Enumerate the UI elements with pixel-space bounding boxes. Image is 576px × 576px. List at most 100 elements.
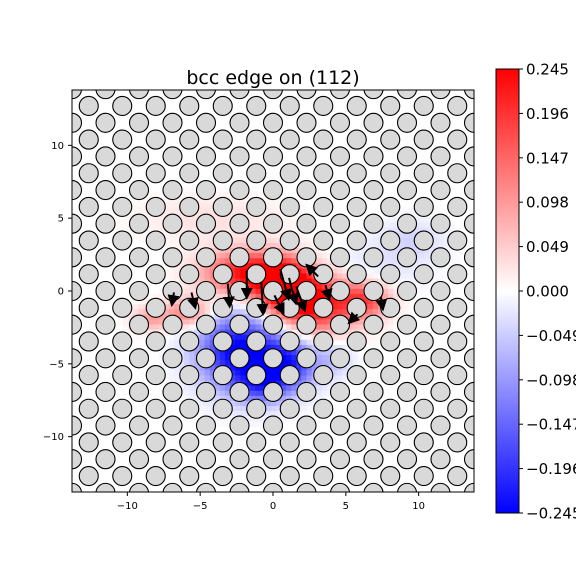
heatmap-cell: [224, 253, 231, 259]
colorbar-tick-label: −0.098: [526, 371, 576, 389]
heatmap-cell: [286, 248, 292, 254]
heatmap-cell: [296, 232, 302, 239]
heatmap-cell: [382, 227, 389, 234]
atom-marker: [463, 449, 474, 470]
atom-marker: [380, 365, 401, 386]
heatmap-cell: [133, 304, 139, 310]
heatmap-cell: [270, 370, 277, 377]
heatmap-cell: [179, 349, 185, 356]
heatmap-cell: [214, 191, 221, 198]
atom-marker: [128, 180, 150, 201]
atom-marker: [346, 264, 367, 285]
atom-marker: [363, 180, 384, 201]
heatmap-cell: [418, 227, 425, 234]
heatmap-cell: [265, 309, 272, 315]
heatmap-cell: [219, 253, 226, 259]
atom-marker: [162, 146, 183, 167]
heatmap-cell: [311, 299, 318, 305]
atom-marker: [195, 280, 217, 302]
heatmap-cell: [291, 395, 297, 402]
heatmap-cell: [439, 268, 445, 275]
heatmap-cell: [347, 248, 353, 254]
heatmap-cell: [153, 191, 160, 198]
heatmap-cell: [352, 258, 359, 264]
atom-marker: [279, 129, 300, 150]
heatmap-cell: [326, 395, 333, 402]
heatmap-cell: [240, 207, 246, 213]
heatmap-cell: [342, 273, 348, 280]
heatmap-cell: [173, 202, 180, 208]
heatmap-cell: [347, 258, 353, 264]
atom-marker: [162, 314, 183, 335]
atom-marker: [279, 365, 300, 386]
heatmap-cell: [179, 283, 185, 290]
heatmap-cell: [138, 207, 144, 213]
atom-marker: [213, 500, 232, 519]
atom-marker: [112, 129, 133, 150]
atom-marker: [363, 280, 384, 302]
heatmap-cell: [204, 202, 211, 208]
atom-marker: [463, 482, 474, 492]
atom-marker: [396, 314, 418, 335]
heatmap-cell: [265, 400, 272, 407]
heatmap-cell: [260, 227, 267, 234]
heatmap-cell: [281, 283, 287, 290]
heatmap-cell: [260, 263, 267, 270]
heatmap-cell: [331, 370, 338, 377]
heatmap-cell: [265, 268, 272, 275]
heatmap-cell: [321, 349, 328, 356]
heatmap-cell: [173, 232, 180, 239]
heatmap-cell: [240, 411, 246, 417]
atom-marker: [279, 432, 300, 453]
heatmap-cell: [143, 309, 150, 315]
heatmap-cell: [286, 416, 292, 422]
atom-marker: [396, 381, 418, 402]
heatmap-cell: [403, 268, 410, 275]
heatmap-cell: [291, 222, 297, 229]
heatmap-cell: [168, 304, 175, 310]
heatmap-cell: [418, 217, 425, 224]
colorbar: 0.245 0.196 0.147 0.098 0.049 0.000 −0.049 −0.0…: [495, 61, 576, 523]
atom-marker: [363, 348, 384, 369]
heatmap-cell: [377, 242, 384, 249]
heatmap-cell: [326, 319, 333, 326]
atom-marker: [346, 432, 367, 453]
displacement-arrows: [167, 263, 388, 325]
heatmap-cell: [326, 360, 333, 366]
heatmap-cell: [306, 334, 313, 341]
heatmap-cell: [265, 365, 272, 371]
heatmap-cell: [388, 293, 394, 300]
heatmap-cell: [204, 339, 211, 346]
heatmap-cell: [367, 237, 374, 244]
heatmap-cell: [423, 222, 430, 229]
heatmap-cell: [270, 344, 277, 351]
heatmap-cell: [138, 197, 144, 203]
heatmap-cell: [444, 237, 450, 244]
atom-marker: [179, 398, 200, 419]
atom-marker: [313, 465, 334, 487]
heatmap-cell: [270, 273, 277, 280]
heatmap-cell: [265, 411, 272, 417]
colorbar-tick-label: −0.147: [526, 416, 576, 434]
heatmap-cell: [362, 329, 369, 336]
heatmap-cell: [306, 299, 313, 305]
heatmap-cell: [367, 304, 374, 310]
heatmap-cell: [388, 222, 394, 229]
heatmap-cell: [235, 304, 241, 310]
heatmap-cell: [153, 293, 160, 300]
heatmap-cell: [382, 258, 389, 264]
heatmap-cell: [235, 339, 241, 346]
atom-marker: [380, 331, 401, 352]
heatmap-cell: [326, 355, 333, 361]
heatmap-cell: [433, 242, 440, 249]
atom-marker: [279, 196, 300, 217]
heatmap-cell: [316, 283, 323, 290]
heatmap-cell: [255, 421, 262, 428]
atom-marker: [329, 90, 351, 100]
heatmap-cell: [265, 278, 272, 285]
heatmap-cell: [449, 253, 455, 259]
heatmap-cell: [255, 288, 262, 295]
atom-marker: [195, 314, 217, 335]
heatmap-cell: [296, 344, 302, 351]
atom-marker: [313, 129, 334, 150]
